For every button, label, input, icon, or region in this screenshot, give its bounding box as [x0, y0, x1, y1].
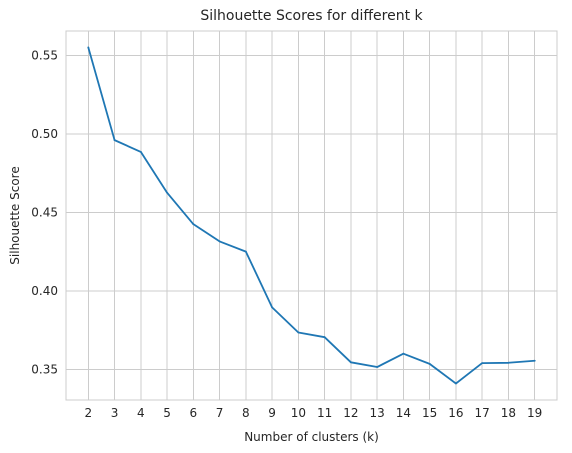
data-point: [139, 151, 142, 153]
data-point: [507, 361, 510, 364]
y-tick-labels: 0.35 0.40 0.45 0.50 0.55: [31, 48, 58, 376]
data-point: [481, 362, 484, 364]
data-point: [192, 223, 195, 226]
data-point: [376, 366, 379, 368]
data-point: [166, 191, 168, 194]
y-axis-title: Silhouette Score: [8, 166, 22, 264]
x-tick-label: 15: [422, 406, 437, 420]
x-tick-label: 8: [242, 406, 250, 420]
series-layer: [87, 46, 536, 385]
x-tick-label: 10: [291, 406, 306, 420]
x-tick-label: 2: [84, 406, 92, 420]
y-tick-label: 0.50: [31, 127, 58, 141]
y-tick-label: 0.55: [31, 48, 58, 62]
y-grid: [66, 54, 557, 370]
data-point: [244, 250, 247, 253]
x-tick-label: 14: [396, 406, 411, 420]
data-point: [323, 336, 326, 339]
x-tick-label: 6: [190, 406, 198, 420]
y-tick-label: 0.40: [31, 284, 58, 298]
data-point: [271, 306, 274, 309]
data-point: [402, 352, 405, 355]
x-tick-labels: 2 3 4 5 6 7 8 9 10 11 12 13 14 15 16 17 18 19: [84, 406, 542, 420]
y-tick-label: 0.45: [31, 205, 58, 219]
data-point: [349, 361, 352, 364]
x-tick-label: 12: [343, 406, 358, 420]
plot-area-frame: [65, 30, 558, 401]
data-point: [533, 359, 536, 362]
x-tick-label: 11: [317, 406, 332, 420]
data-point: [428, 362, 431, 365]
x-tick-label: 17: [475, 406, 490, 420]
data-point: [218, 240, 221, 243]
data-point: [87, 46, 90, 49]
x-tick-label: 5: [163, 406, 171, 420]
x-tick-label: 18: [501, 406, 516, 420]
series-line: [87, 46, 536, 385]
x-tick-label: 4: [137, 406, 145, 420]
data-point: [297, 331, 300, 334]
data-point: [113, 139, 116, 142]
x-tick-label: 3: [111, 406, 119, 420]
x-axis-title: Number of clusters (k): [244, 430, 379, 444]
x-tick-label: 19: [527, 406, 542, 420]
chart-title: Silhouette Scores for different k: [200, 8, 423, 24]
x-tick-label: 13: [370, 406, 385, 420]
y-tick-label: 0.35: [31, 362, 58, 376]
x-grid: [87, 31, 536, 400]
x-tick-label: 7: [216, 406, 224, 420]
x-tick-label: 16: [448, 406, 463, 420]
data-point: [455, 382, 457, 385]
x-tick-label: 9: [268, 406, 276, 420]
